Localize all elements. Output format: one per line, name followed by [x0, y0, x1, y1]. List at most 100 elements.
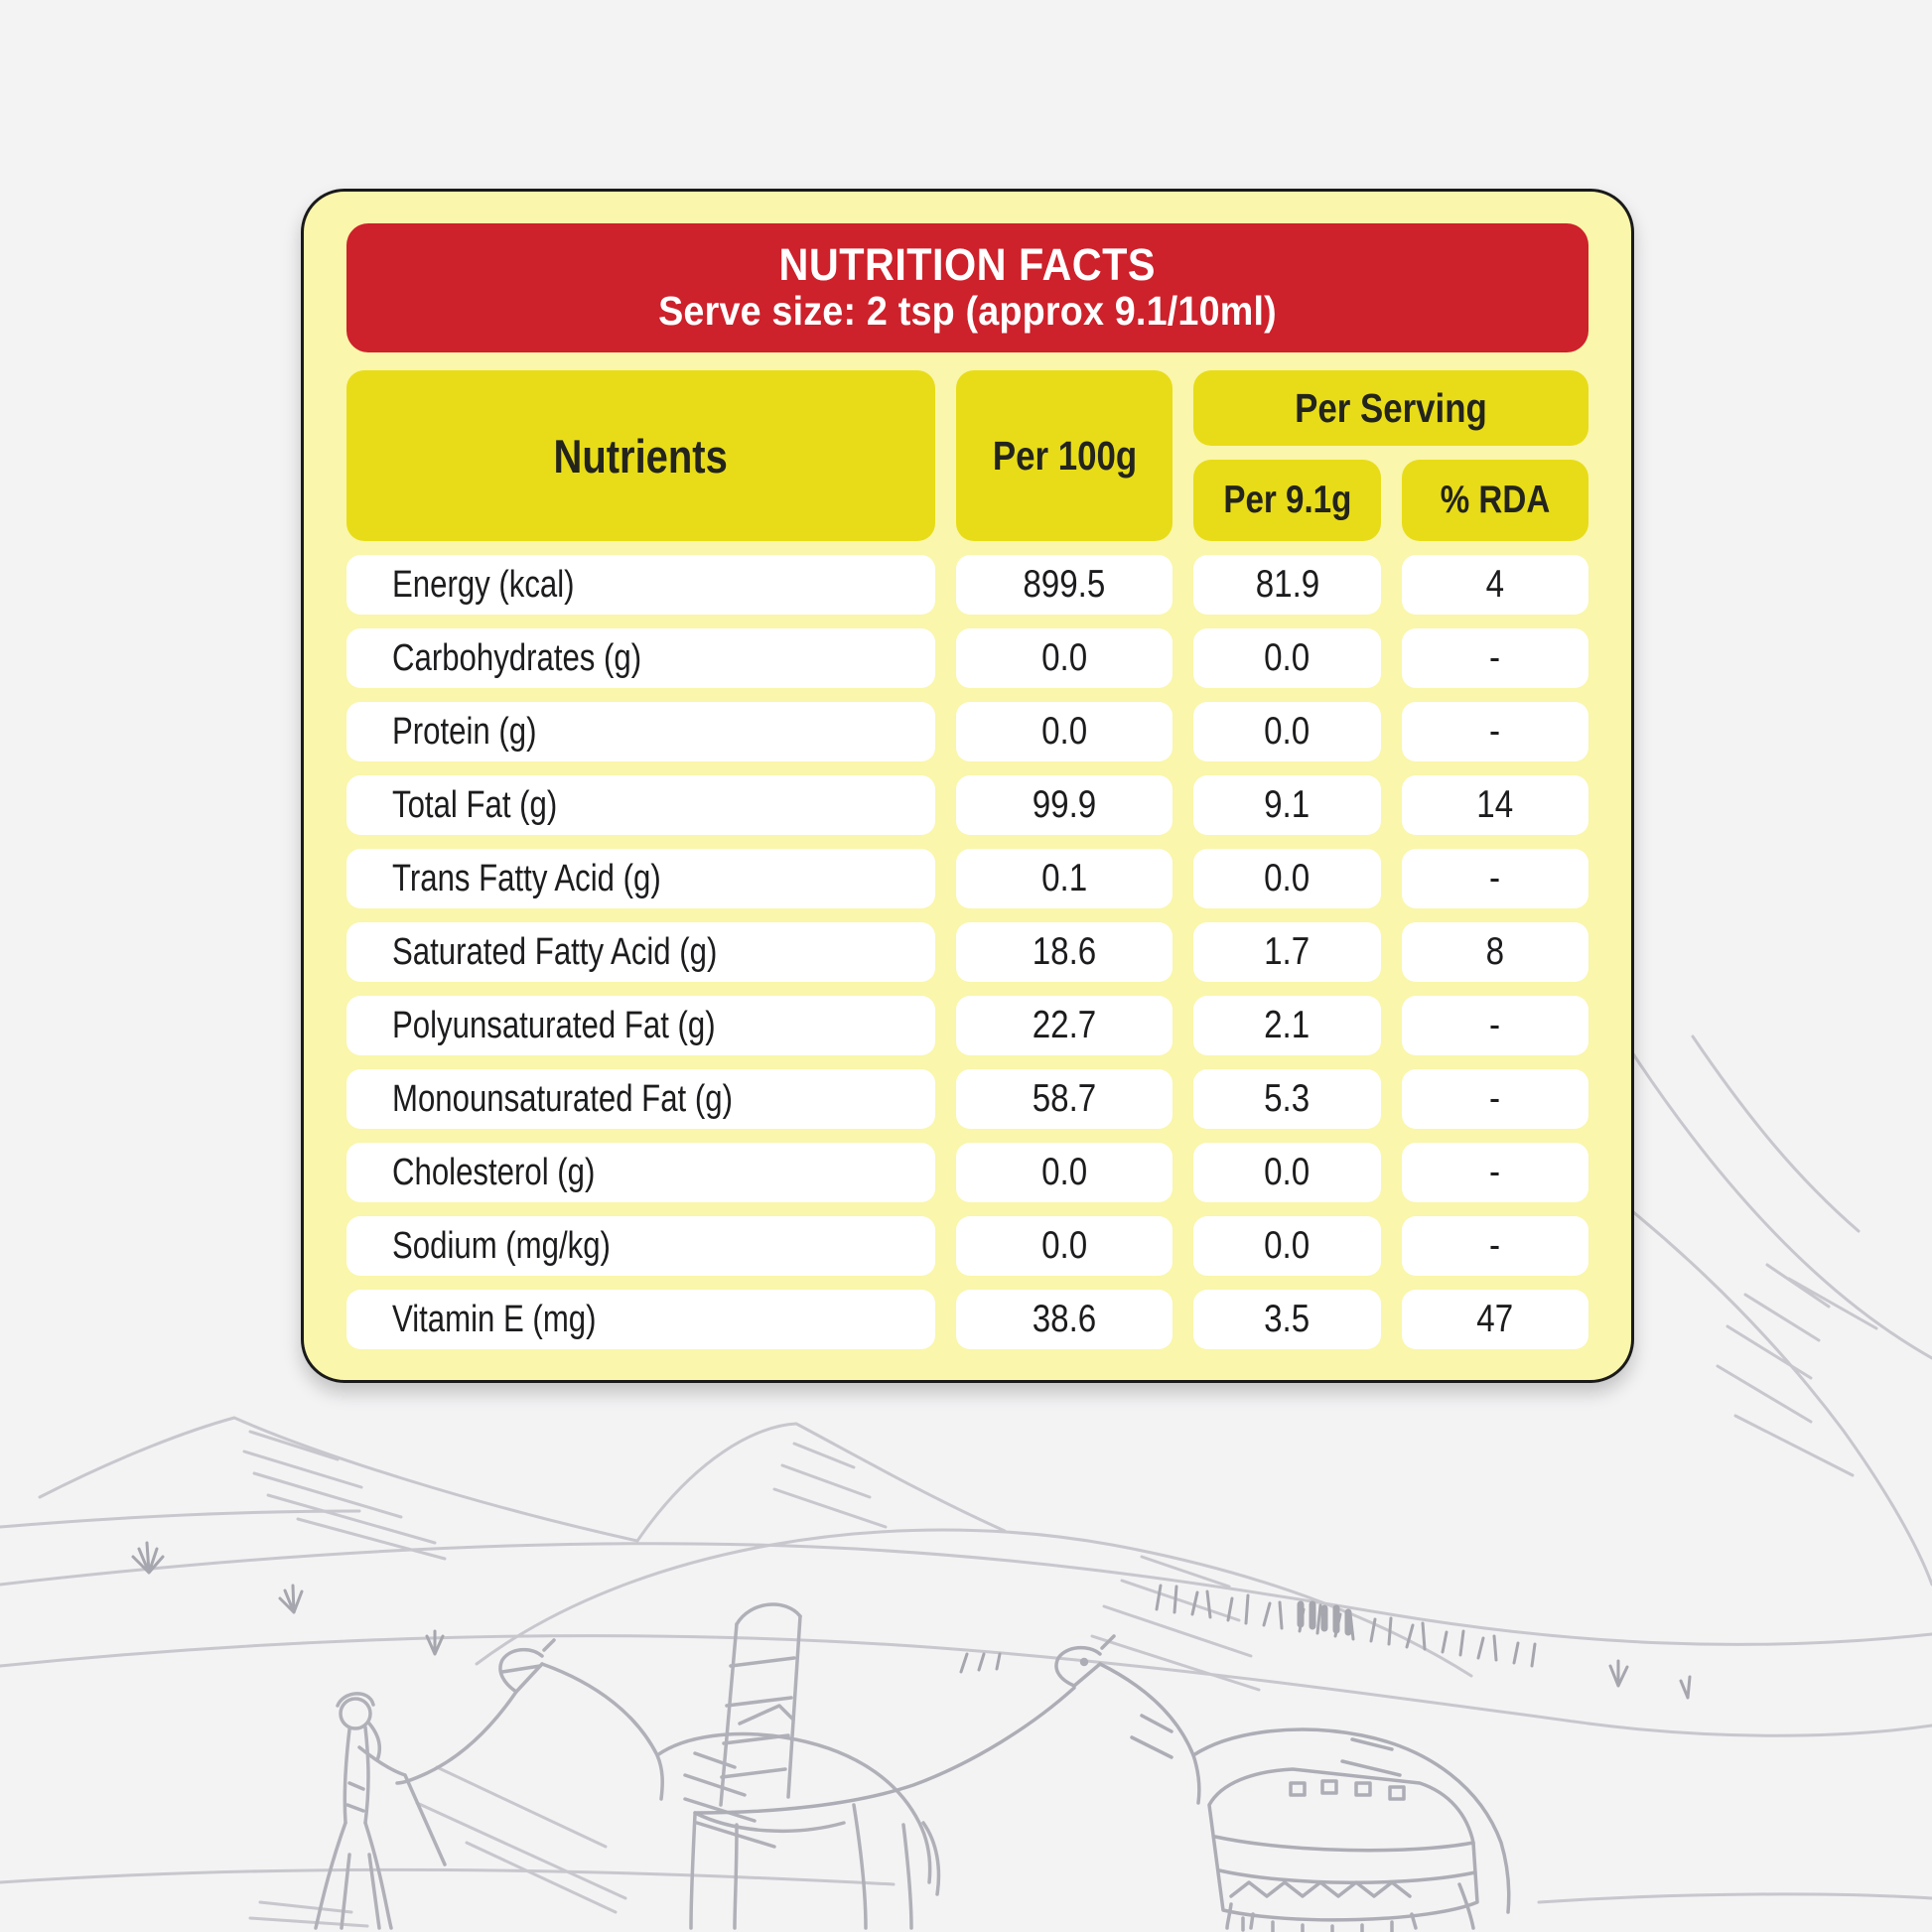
- cell-text: -: [1489, 1151, 1501, 1193]
- per-serving-value-cell: 81.9: [1193, 555, 1381, 615]
- rda-value-cell: -: [1401, 1216, 1588, 1276]
- rda-value-cell: -: [1401, 1143, 1588, 1202]
- label-serving-size: Serve size: 2 tsp (approx 9.1/10ml): [631, 288, 1304, 335]
- nutrient-label-cell: Energy (kcal): [346, 555, 935, 615]
- cell-text: -: [1489, 1077, 1501, 1120]
- cell-text: 0.0: [1041, 636, 1088, 679]
- nutrient-label-cell: Monounsaturated Fat (g): [346, 1069, 935, 1129]
- header-text: % RDA: [1440, 479, 1551, 521]
- rda-value-cell: -: [1401, 849, 1588, 908]
- rda-value-cell: -: [1401, 628, 1588, 688]
- rda-value-cell: 47: [1401, 1290, 1588, 1349]
- per-serving-value-cell: 0.0: [1193, 628, 1381, 688]
- cell-text: Carbohydrates (g): [392, 636, 642, 679]
- camel-right: [693, 1634, 1511, 1932]
- cell-text: 0.0: [1264, 710, 1311, 753]
- rda-value-cell: 8: [1401, 922, 1588, 982]
- per-100g-value-cell: 38.6: [955, 1290, 1173, 1349]
- nutrient-label-cell: Trans Fatty Acid (g): [346, 849, 935, 908]
- label-title: NUTRITION FACTS: [762, 238, 1172, 290]
- rda-value-cell: 14: [1401, 775, 1588, 835]
- per-100g-value-cell: 99.9: [955, 775, 1173, 835]
- cell-text: Energy (kcal): [392, 563, 575, 606]
- per-serving-value-cell: 9.1: [1193, 775, 1381, 835]
- cell-text: 0.0: [1264, 857, 1311, 899]
- header-text: Per Serving: [1295, 384, 1488, 431]
- cell-text: 81.9: [1255, 563, 1319, 606]
- label-title-text: NUTRITION FACTS: [778, 238, 1157, 290]
- nutrient-label-cell: Sodium (mg/kg): [346, 1216, 935, 1276]
- cell-text: 99.9: [1032, 783, 1097, 826]
- cell-text: -: [1489, 636, 1501, 679]
- header-text: Nutrients: [553, 429, 729, 483]
- nutrition-label-card: NUTRITION FACTS Serve size: 2 tsp (appro…: [301, 189, 1634, 1383]
- cell-text: 0.0: [1041, 1224, 1088, 1267]
- cell-text: 0.0: [1264, 636, 1311, 679]
- cell-text: 899.5: [1023, 563, 1106, 606]
- cell-text: 2.1: [1264, 1004, 1311, 1046]
- per-serving-value-cell: 0.0: [1193, 849, 1381, 908]
- nutrition-table: Nutrients Per 100g Per Serving Per 9.1g …: [346, 370, 1588, 1349]
- camel-left: [395, 1602, 941, 1930]
- header-text: Per 9.1g: [1223, 479, 1352, 521]
- cell-text: 18.6: [1032, 930, 1097, 973]
- cell-text: 58.7: [1032, 1077, 1097, 1120]
- per-100g-value-cell: 0.0: [955, 702, 1173, 761]
- nutrient-label-cell: Vitamin E (mg): [346, 1290, 935, 1349]
- per-serving-value-cell: 0.0: [1193, 1143, 1381, 1202]
- cell-text: 1.7: [1264, 930, 1311, 973]
- nutrient-label-cell: Total Fat (g): [346, 775, 935, 835]
- label-serving-size-text: Serve size: 2 tsp (approx 9.1/10ml): [658, 288, 1277, 335]
- cell-text: Cholesterol (g): [392, 1151, 596, 1193]
- per-serving-value-cell: 2.1: [1193, 996, 1381, 1055]
- cell-text: 9.1: [1264, 783, 1311, 826]
- cell-text: Monounsaturated Fat (g): [392, 1077, 733, 1120]
- cell-text: 38.6: [1032, 1298, 1097, 1340]
- nutrient-label-cell: Carbohydrates (g): [346, 628, 935, 688]
- cell-text: 47: [1476, 1298, 1514, 1340]
- per-100g-value-cell: 899.5: [955, 555, 1173, 615]
- nutrient-label-cell: Saturated Fatty Acid (g): [346, 922, 935, 982]
- header-per-serving: Per Serving: [1193, 370, 1588, 446]
- header-percent-rda: % RDA: [1401, 460, 1588, 541]
- nutrient-label-cell: Polyunsaturated Fat (g): [346, 996, 935, 1055]
- dunes-group: [0, 1035, 1932, 1928]
- cell-text: -: [1489, 857, 1501, 899]
- nutrient-label-cell: Protein (g): [346, 702, 935, 761]
- header-per-9-1g: Per 9.1g: [1193, 460, 1381, 541]
- cell-text: 8: [1485, 930, 1505, 973]
- per-100g-value-cell: 0.1: [955, 849, 1173, 908]
- per-serving-value-cell: 1.7: [1193, 922, 1381, 982]
- desert-sketch: [0, 1035, 1932, 1932]
- cell-text: Total Fat (g): [392, 783, 558, 826]
- per-100g-value-cell: 0.0: [955, 1216, 1173, 1276]
- vegetation-group: [131, 1541, 1692, 1700]
- cell-text: 0.0: [1264, 1224, 1311, 1267]
- per-100g-value-cell: 22.7: [955, 996, 1173, 1055]
- cell-text: 22.7: [1032, 1004, 1097, 1046]
- cell-text: 4: [1485, 563, 1505, 606]
- cell-text: -: [1489, 710, 1501, 753]
- cell-text: Trans Fatty Acid (g): [392, 857, 661, 899]
- cell-text: Protein (g): [392, 710, 537, 753]
- cell-text: 14: [1476, 783, 1514, 826]
- cell-text: 5.3: [1264, 1077, 1311, 1120]
- per-serving-value-cell: 3.5: [1193, 1290, 1381, 1349]
- per-100g-value-cell: 0.0: [955, 1143, 1173, 1202]
- cell-text: Sodium (mg/kg): [392, 1224, 611, 1267]
- cell-text: 0.0: [1041, 710, 1088, 753]
- cell-text: -: [1489, 1004, 1501, 1046]
- rda-value-cell: -: [1401, 996, 1588, 1055]
- header-text: Per 100g: [992, 432, 1137, 479]
- cell-text: Polyunsaturated Fat (g): [392, 1004, 716, 1046]
- per-serving-value-cell: 0.0: [1193, 1216, 1381, 1276]
- cell-text: -: [1489, 1224, 1501, 1267]
- cell-text: 0.1: [1041, 857, 1088, 899]
- cell-text: 3.5: [1264, 1298, 1311, 1340]
- header-per-100g: Per 100g: [955, 370, 1173, 541]
- per-serving-value-cell: 0.0: [1193, 702, 1381, 761]
- per-100g-value-cell: 0.0: [955, 628, 1173, 688]
- per-100g-value-cell: 58.7: [955, 1069, 1173, 1129]
- person-figure: [314, 1692, 447, 1930]
